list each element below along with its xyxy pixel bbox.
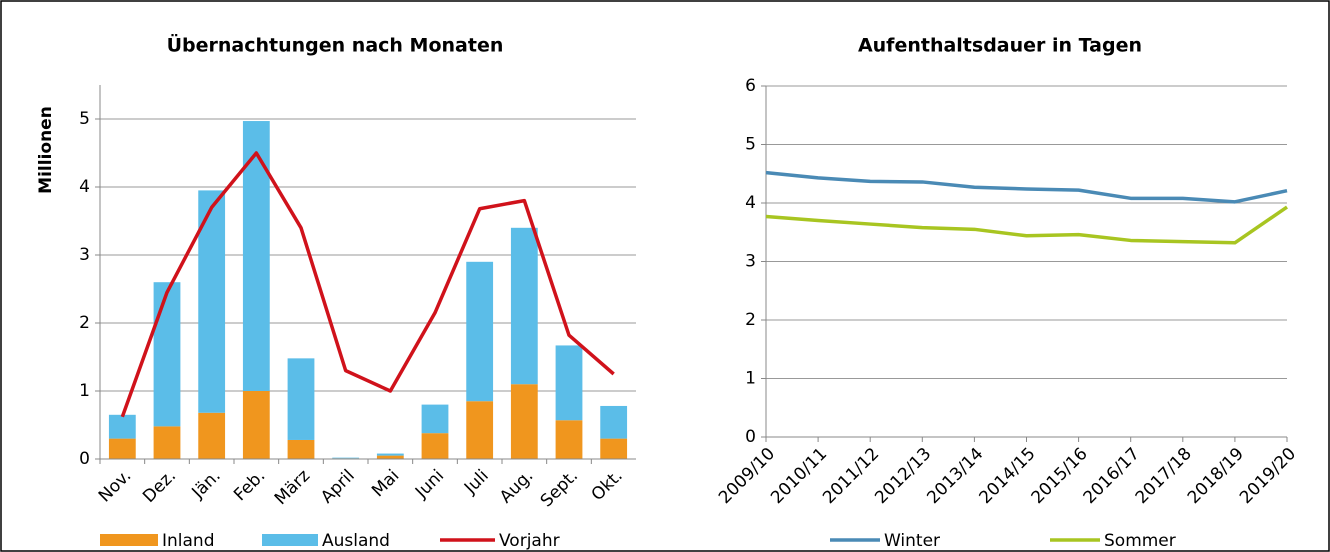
y-tick-label: 2 (745, 310, 756, 330)
bar (510, 384, 538, 459)
legend-swatch (100, 534, 158, 546)
bar (510, 227, 538, 385)
bar (600, 438, 628, 459)
bar (421, 404, 449, 434)
chart-title: Aufenthaltsdauer in Tagen (858, 35, 1142, 57)
legend-label: Ausland (322, 531, 390, 551)
legend-label: Vorjahr (499, 531, 560, 551)
line-series (765, 205, 1288, 245)
legend-label: Sommer (1104, 531, 1176, 551)
y-tick-label: 0 (79, 449, 90, 469)
y-tick-label: 3 (745, 252, 756, 272)
bar (287, 358, 315, 440)
bar (198, 412, 226, 459)
legend-label: Inland (162, 531, 215, 551)
bar (376, 455, 404, 459)
bar (153, 426, 181, 459)
y-tick-label: 6 (745, 76, 756, 96)
bar (242, 391, 270, 459)
bar (466, 261, 494, 402)
bar (242, 121, 270, 391)
y-tick-label: 1 (79, 381, 90, 401)
legend-swatch (262, 534, 318, 546)
bar (376, 453, 404, 456)
bar (108, 438, 136, 459)
bar (555, 345, 583, 421)
bar (466, 401, 494, 459)
line-series (120, 151, 615, 418)
y-tick-label: 3 (79, 245, 90, 265)
bar (332, 457, 360, 459)
y-tick-label: 1 (745, 369, 756, 389)
y-tick-label: 5 (79, 109, 90, 129)
y-tick-label: 4 (745, 193, 756, 213)
bar (153, 282, 181, 427)
legend-label: Winter (884, 531, 940, 551)
y-tick-label: 4 (79, 177, 90, 197)
y-tick-label: 5 (745, 135, 756, 155)
bar (108, 414, 136, 439)
line-series (765, 170, 1288, 204)
bar (421, 433, 449, 459)
y-tick-label: 0 (745, 427, 756, 447)
y-axis-label: Millionen (36, 106, 56, 194)
chart-title: Übernachtungen nach Monaten (167, 33, 504, 57)
bar (287, 439, 315, 459)
y-tick-label: 2 (79, 313, 90, 333)
bar (555, 420, 583, 459)
bar (600, 405, 628, 439)
